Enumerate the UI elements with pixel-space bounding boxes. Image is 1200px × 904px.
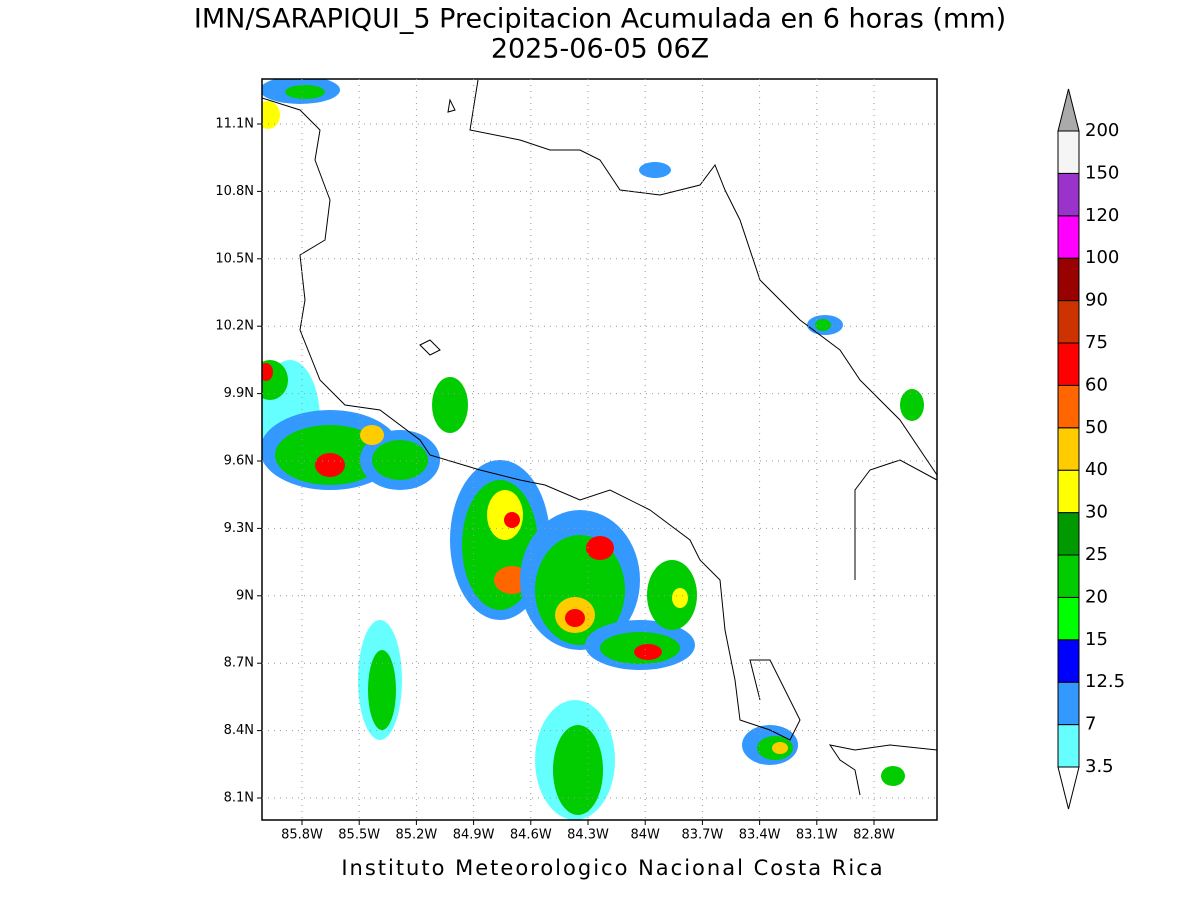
colorbar-box [1057, 342, 1080, 386]
colorbar-box [1057, 681, 1080, 726]
colorbar-label: 15 [1085, 629, 1108, 650]
colorbar-label: 90 [1085, 290, 1108, 311]
lon-label: 84.3W [567, 828, 609, 843]
lon-label: 85.2W [395, 828, 437, 843]
lon-label: 84.9W [453, 828, 495, 843]
lat-label: 10.5N [215, 251, 254, 266]
lake-outline [419, 98, 456, 356]
lon-label: 83.1W [796, 828, 838, 843]
colorbar-label: 75 [1085, 332, 1108, 353]
rain-blobs [262, 79, 924, 820]
footer: Instituto Meteorologico Nacional Costa R… [341, 856, 884, 880]
colorbar-box [1057, 639, 1080, 683]
lon-label: 85.5W [338, 828, 380, 843]
lon-label: 82.8W [853, 828, 895, 843]
colorbar-label: 12.5 [1085, 671, 1125, 692]
colorbar-box [1057, 130, 1080, 174]
title: IMN/SARAPIQUI_5 Precipitacion Acumulada … [194, 4, 1006, 35]
colorbar-box [1057, 172, 1080, 217]
colorbar-box [1057, 469, 1080, 514]
colorbar-label: 100 [1085, 247, 1119, 268]
lon-label: 84.6W [510, 828, 552, 843]
map-frame [261, 78, 938, 821]
colorbar-box [1057, 215, 1080, 259]
map-ticks: 11.1N 10.8N 10.5N 10.2N 9.9N 9.6N 9.3N 9N 8.7N 8.… [215, 79, 937, 843]
lat-label: 9.3N [224, 521, 254, 536]
colorbar-label: 120 [1085, 205, 1119, 226]
colorbar-label: 50 [1085, 417, 1108, 438]
colorbar-label: 20 [1085, 586, 1108, 607]
colorbar-label: 60 [1085, 374, 1108, 395]
colorbar-label: 25 [1085, 544, 1108, 565]
lat-label: 9N [236, 588, 254, 603]
colorbar-box [1057, 512, 1080, 556]
colorbar-box [1057, 724, 1080, 768]
colorbar-box [1057, 427, 1080, 471]
colorbar-box [1057, 257, 1080, 302]
colorbar-under [1057, 766, 1080, 810]
colorbar-label: 3.5 [1085, 756, 1114, 777]
lat-label: 10.8N [215, 184, 254, 199]
subtitle: 2025-06-05 06Z [491, 34, 709, 65]
colorbar-box [1057, 554, 1080, 598]
lon-label: 84W [630, 828, 660, 843]
lat-label: 8.7N [224, 656, 254, 671]
colorbar-box [1057, 384, 1080, 429]
lat-label: 8.4N [224, 723, 254, 738]
coastline [262, 79, 937, 796]
colorbar-box [1057, 596, 1080, 641]
colorbar: 3.5 7 12.5 15 20 25 30 40 50 60 75 90 100 120 150 200 [1057, 88, 1125, 810]
lat-label: 9.9N [224, 386, 254, 401]
colorbar-label: 7 [1085, 714, 1096, 735]
colorbar-label: 30 [1085, 502, 1108, 523]
lat-label: 8.1N [224, 791, 254, 806]
lat-label: 10.2N [215, 319, 254, 334]
lat-label: 9.6N [224, 454, 254, 469]
lat-label: 11.1N [215, 117, 254, 132]
colorbar-box [1057, 300, 1080, 344]
colorbar-label: 150 [1085, 162, 1119, 183]
lon-label: 83.7W [681, 828, 723, 843]
lon-label: 85.8W [281, 828, 323, 843]
colorbar-over [1057, 88, 1080, 132]
colorbar-label: 40 [1085, 459, 1108, 480]
precip-field [262, 79, 937, 820]
lon-label: 83.4W [739, 828, 781, 843]
colorbar-label: 200 [1085, 120, 1119, 141]
